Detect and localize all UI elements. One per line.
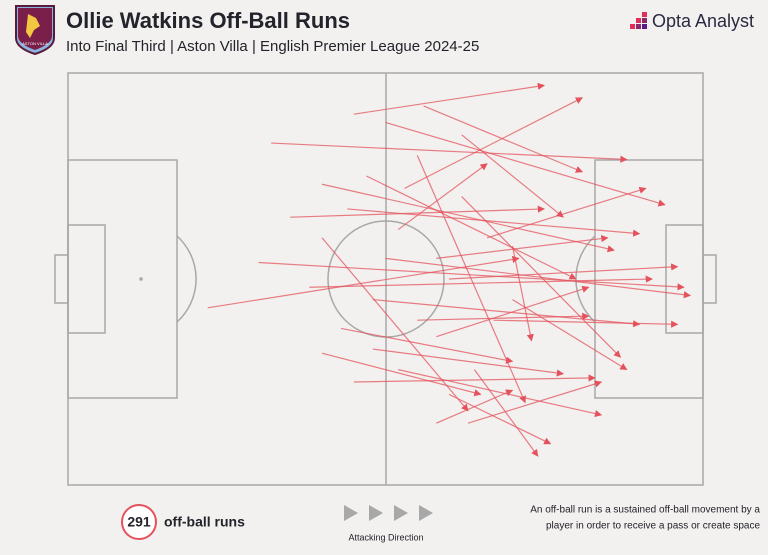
run-arrow: [372, 299, 641, 328]
run-arrow: [486, 186, 647, 239]
direction-label: Attacking Direction: [348, 532, 423, 542]
stat-count: 291: [127, 514, 151, 530]
run-arrow: [423, 105, 584, 173]
run-arrow: [404, 97, 583, 189]
brand-text: Opta Analyst: [652, 11, 754, 31]
stat-label: off-ball runs: [164, 514, 245, 530]
run-arrow: [271, 142, 628, 163]
run-arrow: [385, 257, 692, 299]
run-arrow: [461, 196, 621, 358]
run-arrow: [448, 393, 552, 445]
run-arrow: [340, 327, 514, 364]
note-line: player in order to receive a pass or cre…: [546, 521, 760, 532]
run-arrow: [467, 380, 603, 424]
brand-logo: Opta Analyst: [630, 11, 754, 31]
run-arrow: [321, 183, 615, 253]
run-arrow: [372, 348, 565, 377]
run-arrow: [397, 163, 488, 231]
badge: ASTON VILLA: [15, 5, 55, 56]
run-arrow: [309, 275, 653, 288]
pitch: [54, 72, 717, 486]
run-arrow: [416, 155, 526, 404]
run-arrow: [461, 134, 564, 218]
direction-arrows: [344, 505, 433, 521]
run-arrow: [385, 121, 666, 207]
run-arrow: [353, 374, 596, 383]
title: Ollie Watkins Off-Ball Runs: [66, 8, 350, 33]
run-arrow: [436, 389, 514, 424]
run-arrow: [473, 369, 539, 457]
run-arrow: [347, 208, 641, 237]
run-arrow: [436, 234, 609, 259]
run-arrow: [290, 205, 545, 218]
run-arrow: [258, 261, 685, 291]
badge-text: ASTON VILLA: [22, 41, 48, 46]
run-arrow: [493, 319, 679, 328]
run-arrow: [353, 82, 545, 115]
run-arrow: [321, 352, 482, 397]
run-arrow: [321, 237, 469, 412]
run-arrow: [511, 245, 534, 342]
run-arrow: [207, 255, 520, 309]
run-arrow: [512, 299, 628, 371]
runs: [207, 82, 692, 457]
run-arrow: [366, 175, 577, 280]
note-line: An off-ball run is a sustained off-ball …: [530, 505, 760, 516]
subtitle: Into Final Third | Aston Villa | English…: [66, 38, 479, 55]
stat-circle: [121, 504, 157, 540]
run-arrow: [398, 369, 603, 418]
